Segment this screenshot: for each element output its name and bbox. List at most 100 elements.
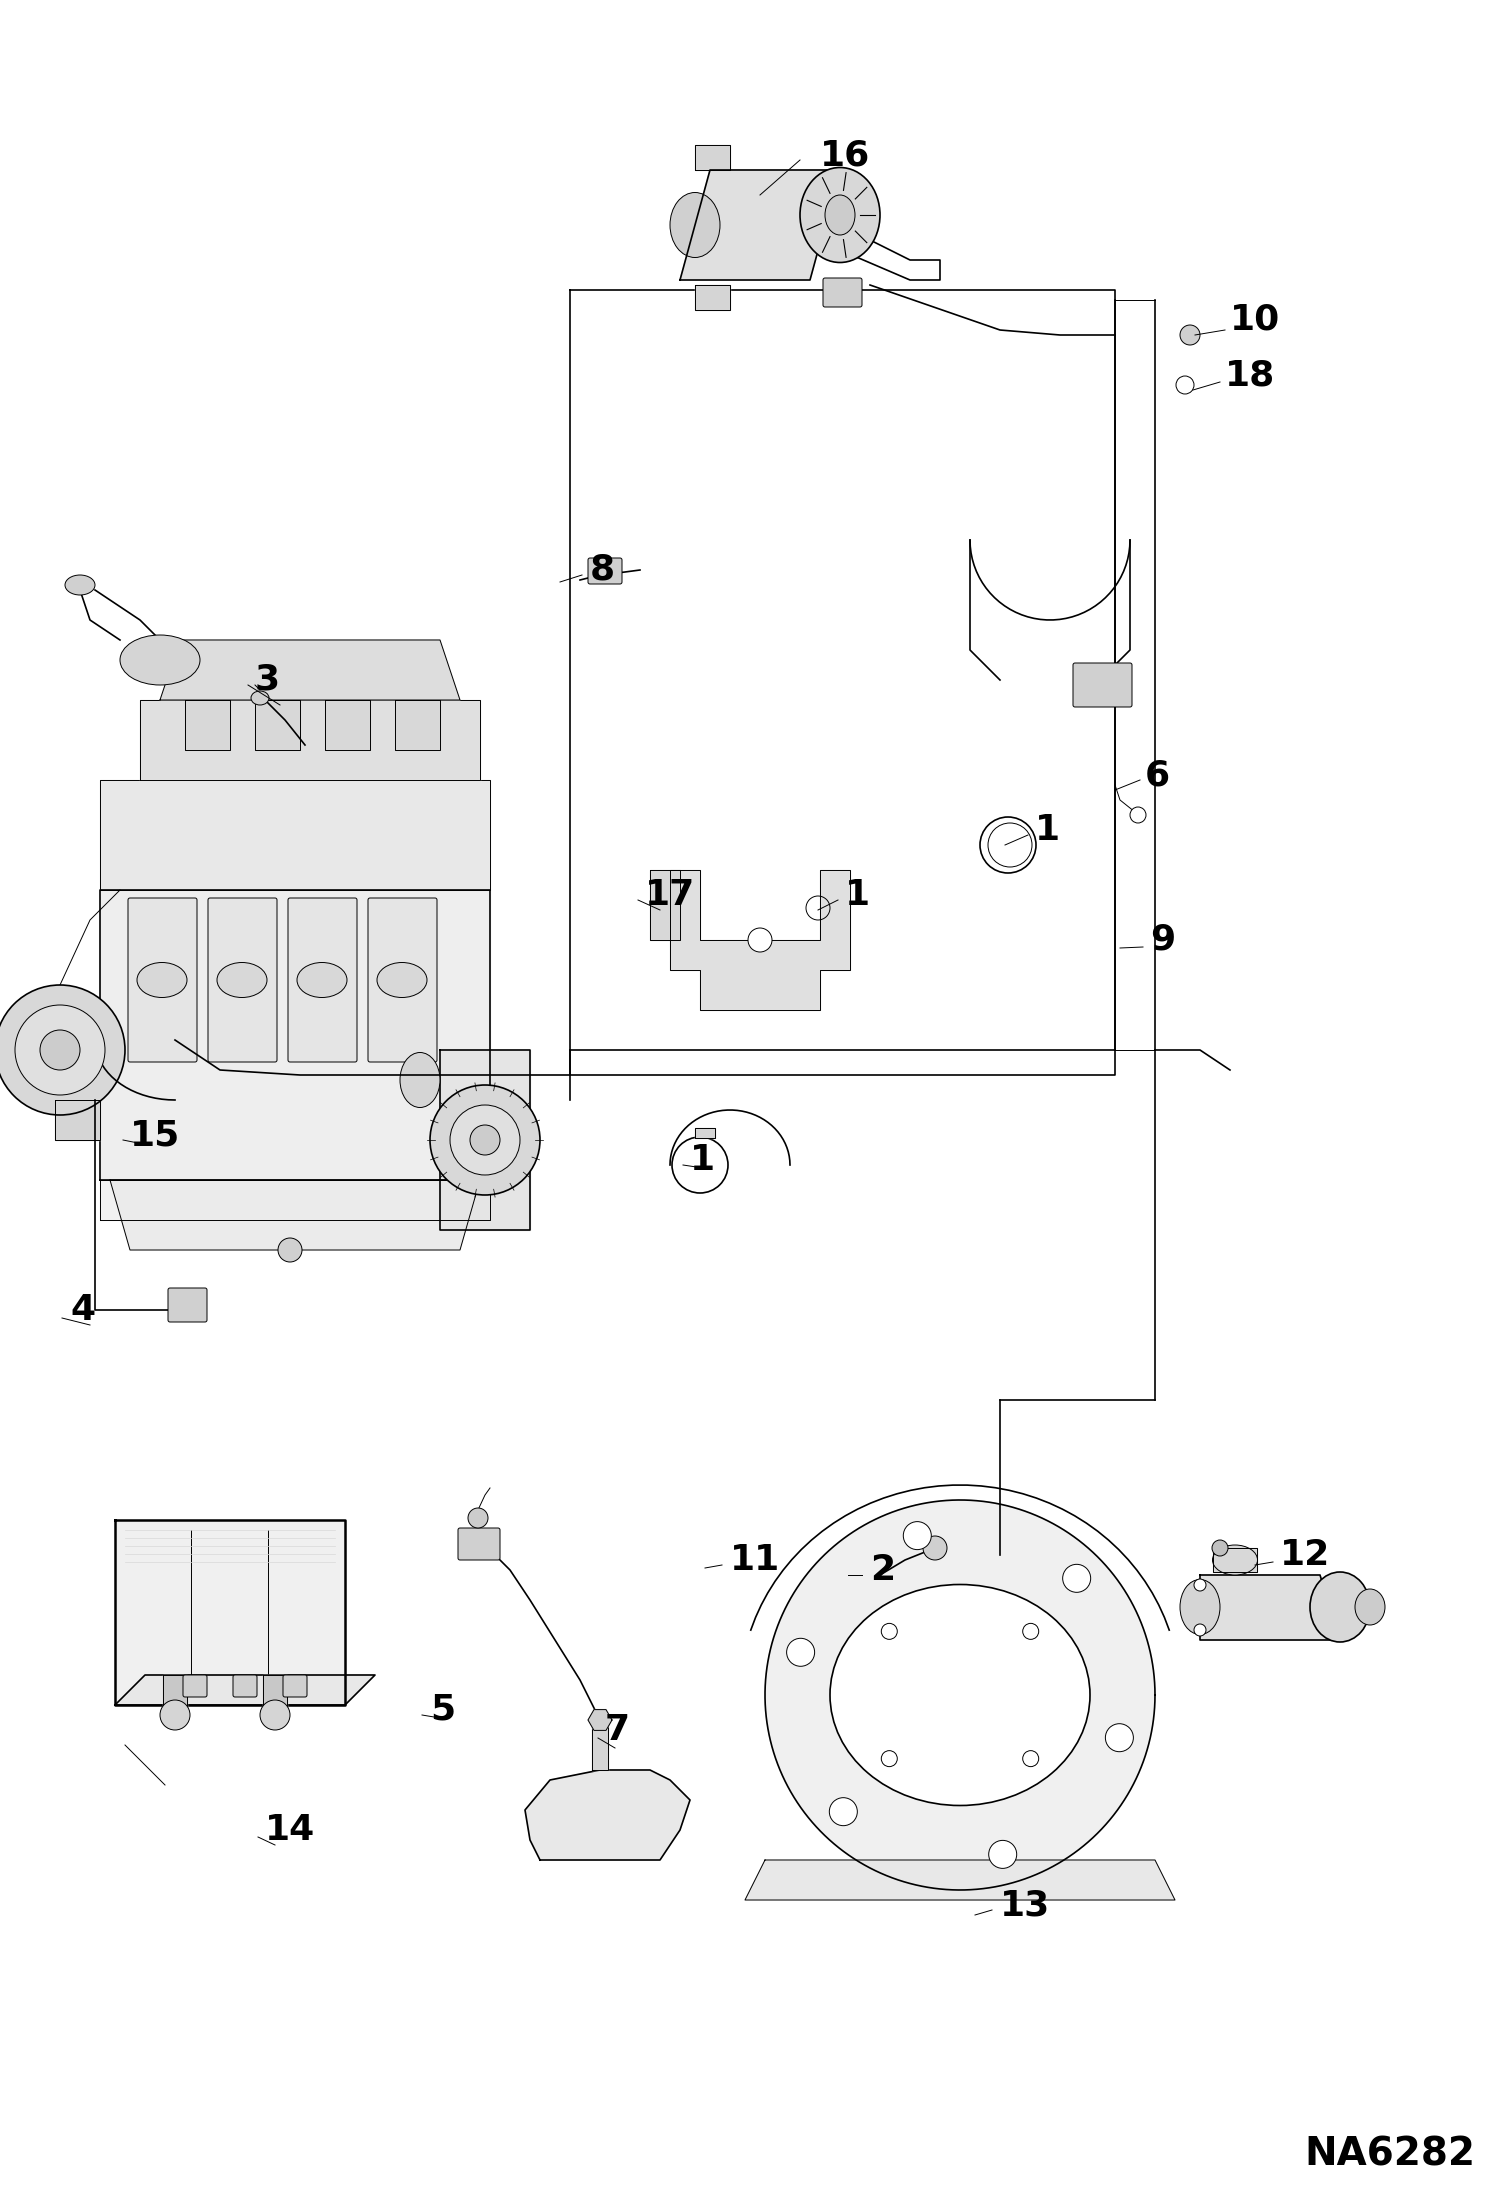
Circle shape <box>1023 1623 1038 1640</box>
FancyBboxPatch shape <box>168 1287 207 1322</box>
FancyBboxPatch shape <box>283 1675 307 1697</box>
Ellipse shape <box>120 636 201 684</box>
Circle shape <box>449 1105 520 1175</box>
Text: 3: 3 <box>255 662 280 697</box>
Polygon shape <box>264 1675 288 1715</box>
Ellipse shape <box>670 193 721 257</box>
Polygon shape <box>650 871 680 941</box>
Polygon shape <box>395 700 440 750</box>
Polygon shape <box>765 1500 1155 1890</box>
Polygon shape <box>255 700 300 750</box>
Polygon shape <box>589 1711 613 1730</box>
Polygon shape <box>1200 1575 1341 1640</box>
Polygon shape <box>592 1719 608 1770</box>
Polygon shape <box>695 145 730 171</box>
Ellipse shape <box>830 1586 1091 1805</box>
Text: 9: 9 <box>1150 923 1176 956</box>
Text: 12: 12 <box>1279 1537 1330 1572</box>
Text: 18: 18 <box>1225 357 1275 393</box>
Text: 4: 4 <box>70 1294 96 1327</box>
Text: NA6282: NA6282 <box>1305 2136 1476 2173</box>
Ellipse shape <box>64 575 94 594</box>
Polygon shape <box>55 1101 100 1140</box>
Circle shape <box>15 1004 105 1094</box>
Circle shape <box>786 1638 815 1667</box>
Circle shape <box>1180 325 1200 344</box>
Polygon shape <box>325 700 370 750</box>
FancyBboxPatch shape <box>458 1529 500 1559</box>
Text: 17: 17 <box>646 877 695 912</box>
Polygon shape <box>115 1520 345 1704</box>
FancyBboxPatch shape <box>208 897 277 1061</box>
Text: 13: 13 <box>1001 1888 1050 1921</box>
Text: 16: 16 <box>819 138 870 171</box>
Circle shape <box>1062 1564 1091 1592</box>
FancyBboxPatch shape <box>369 897 437 1061</box>
Polygon shape <box>745 1860 1174 1899</box>
Polygon shape <box>109 1180 479 1250</box>
Ellipse shape <box>252 691 270 704</box>
Text: 1: 1 <box>1035 814 1061 846</box>
Circle shape <box>261 1700 291 1730</box>
Circle shape <box>430 1086 539 1195</box>
Ellipse shape <box>377 963 427 998</box>
Ellipse shape <box>800 167 879 263</box>
Text: 1: 1 <box>691 1143 715 1178</box>
Ellipse shape <box>1309 1572 1371 1643</box>
Circle shape <box>923 1535 947 1559</box>
Polygon shape <box>440 1050 530 1230</box>
Ellipse shape <box>1180 1579 1219 1634</box>
Ellipse shape <box>217 963 267 998</box>
Polygon shape <box>680 171 840 281</box>
FancyBboxPatch shape <box>589 557 622 583</box>
Polygon shape <box>163 1675 187 1715</box>
Ellipse shape <box>297 963 348 998</box>
FancyBboxPatch shape <box>183 1675 207 1697</box>
FancyBboxPatch shape <box>127 897 198 1061</box>
Circle shape <box>830 1798 857 1827</box>
Text: 10: 10 <box>1230 303 1281 338</box>
FancyBboxPatch shape <box>1073 662 1132 706</box>
Circle shape <box>279 1239 303 1261</box>
Polygon shape <box>670 871 849 1011</box>
Polygon shape <box>100 781 490 890</box>
Ellipse shape <box>136 963 187 998</box>
Circle shape <box>0 985 124 1114</box>
Circle shape <box>828 204 852 228</box>
Polygon shape <box>139 700 479 781</box>
Text: 8: 8 <box>590 553 616 588</box>
Polygon shape <box>695 285 730 309</box>
Text: 7: 7 <box>605 1713 631 1748</box>
Polygon shape <box>100 1180 490 1219</box>
Circle shape <box>160 1700 190 1730</box>
Circle shape <box>881 1750 897 1768</box>
FancyBboxPatch shape <box>822 279 861 307</box>
Ellipse shape <box>400 1053 440 1107</box>
Circle shape <box>1106 1724 1134 1752</box>
Polygon shape <box>524 1770 691 1860</box>
Polygon shape <box>100 890 490 1180</box>
Circle shape <box>1129 807 1146 822</box>
Ellipse shape <box>1356 1590 1386 1625</box>
Polygon shape <box>1213 1548 1257 1572</box>
Ellipse shape <box>1212 1546 1257 1575</box>
Text: 15: 15 <box>130 1118 180 1151</box>
Circle shape <box>1212 1539 1228 1557</box>
Circle shape <box>989 1840 1017 1868</box>
Text: 6: 6 <box>1144 759 1170 792</box>
Text: 2: 2 <box>870 1553 896 1588</box>
Text: 1: 1 <box>845 877 870 912</box>
FancyBboxPatch shape <box>288 897 357 1061</box>
Circle shape <box>470 1125 500 1156</box>
FancyBboxPatch shape <box>234 1675 258 1697</box>
Circle shape <box>40 1031 79 1070</box>
Circle shape <box>881 1623 897 1640</box>
Circle shape <box>1194 1625 1206 1636</box>
Text: 5: 5 <box>430 1693 455 1728</box>
Circle shape <box>467 1509 488 1529</box>
Polygon shape <box>184 700 231 750</box>
Circle shape <box>903 1522 932 1550</box>
Text: 14: 14 <box>265 1814 315 1847</box>
Polygon shape <box>115 1675 374 1704</box>
Ellipse shape <box>825 195 855 235</box>
